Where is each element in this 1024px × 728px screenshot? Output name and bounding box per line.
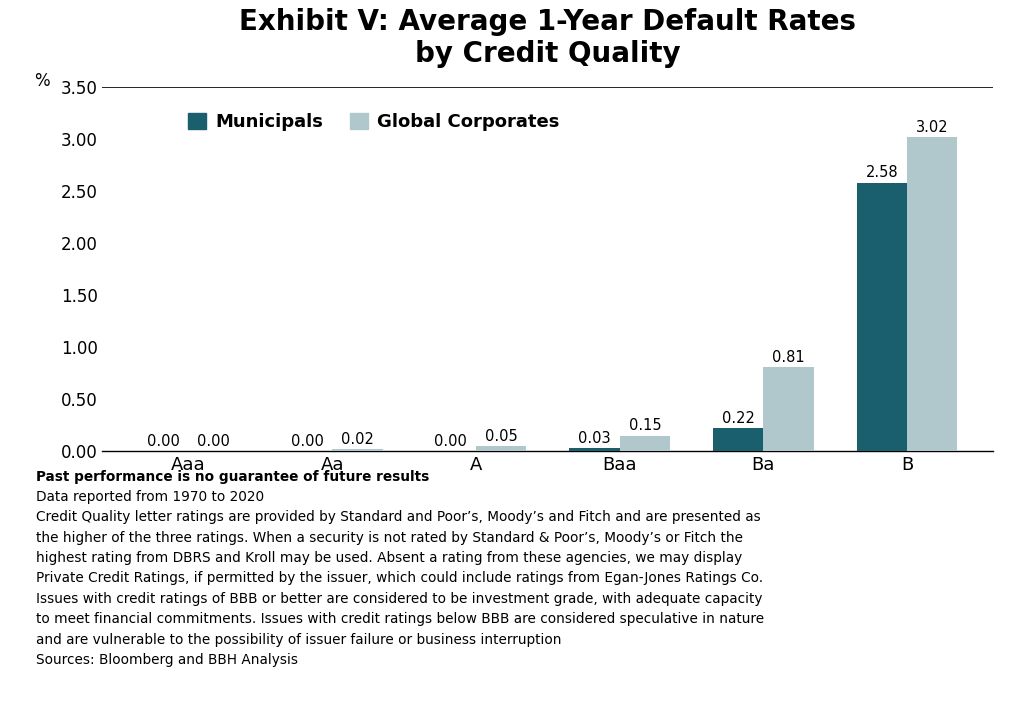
Text: 0.00: 0.00 bbox=[291, 434, 324, 448]
Bar bbox=[476, 446, 526, 451]
Text: 0.81: 0.81 bbox=[772, 349, 805, 365]
Text: 0.00: 0.00 bbox=[434, 434, 467, 448]
Legend: Municipals, Global Corporates: Municipals, Global Corporates bbox=[182, 107, 565, 136]
Text: 0.15: 0.15 bbox=[629, 418, 662, 433]
Bar bbox=[569, 448, 620, 451]
Text: %: % bbox=[34, 71, 49, 90]
Text: to meet financial commitments. Issues with credit ratings below BBB are consider: to meet financial commitments. Issues wi… bbox=[36, 612, 764, 626]
Bar bbox=[333, 449, 383, 451]
Text: the higher of the three ratings. When a security is not rated by Standard & Poor: the higher of the three ratings. When a … bbox=[36, 531, 742, 545]
Text: highest rating from DBRS and Kroll may be used. Absent a rating from these agenc: highest rating from DBRS and Kroll may b… bbox=[36, 551, 742, 565]
Text: Private Credit Ratings, if permitted by the issuer, which could include ratings : Private Credit Ratings, if permitted by … bbox=[36, 571, 763, 585]
Text: 0.00: 0.00 bbox=[147, 434, 180, 448]
Title: Exhibit V: Average 1-Year Default Rates
by Credit Quality: Exhibit V: Average 1-Year Default Rates … bbox=[240, 8, 856, 68]
Text: 0.03: 0.03 bbox=[579, 431, 611, 446]
Text: 0.02: 0.02 bbox=[341, 432, 374, 447]
Bar bbox=[907, 138, 957, 451]
Bar bbox=[620, 436, 670, 451]
Bar bbox=[763, 367, 814, 451]
Bar bbox=[857, 183, 907, 451]
Text: Credit Quality letter ratings are provided by Standard and Poor’s, Moody’s and F: Credit Quality letter ratings are provid… bbox=[36, 510, 761, 524]
Text: Issues with credit ratings of BBB or better are considered to be investment grad: Issues with credit ratings of BBB or bet… bbox=[36, 592, 762, 606]
Text: 0.00: 0.00 bbox=[198, 434, 230, 448]
Text: 3.02: 3.02 bbox=[915, 119, 948, 135]
Text: 0.05: 0.05 bbox=[484, 429, 517, 443]
Bar bbox=[713, 429, 763, 451]
Text: 2.58: 2.58 bbox=[865, 165, 898, 181]
Text: Sources: Bloomberg and BBH Analysis: Sources: Bloomberg and BBH Analysis bbox=[36, 653, 298, 667]
Text: and are vulnerable to the possibility of issuer failure or business interruption: and are vulnerable to the possibility of… bbox=[36, 633, 561, 646]
Text: 0.22: 0.22 bbox=[722, 411, 755, 426]
Text: Data reported from 1970 to 2020: Data reported from 1970 to 2020 bbox=[36, 490, 264, 504]
Text: Past performance is no guarantee of future results: Past performance is no guarantee of futu… bbox=[36, 470, 429, 483]
